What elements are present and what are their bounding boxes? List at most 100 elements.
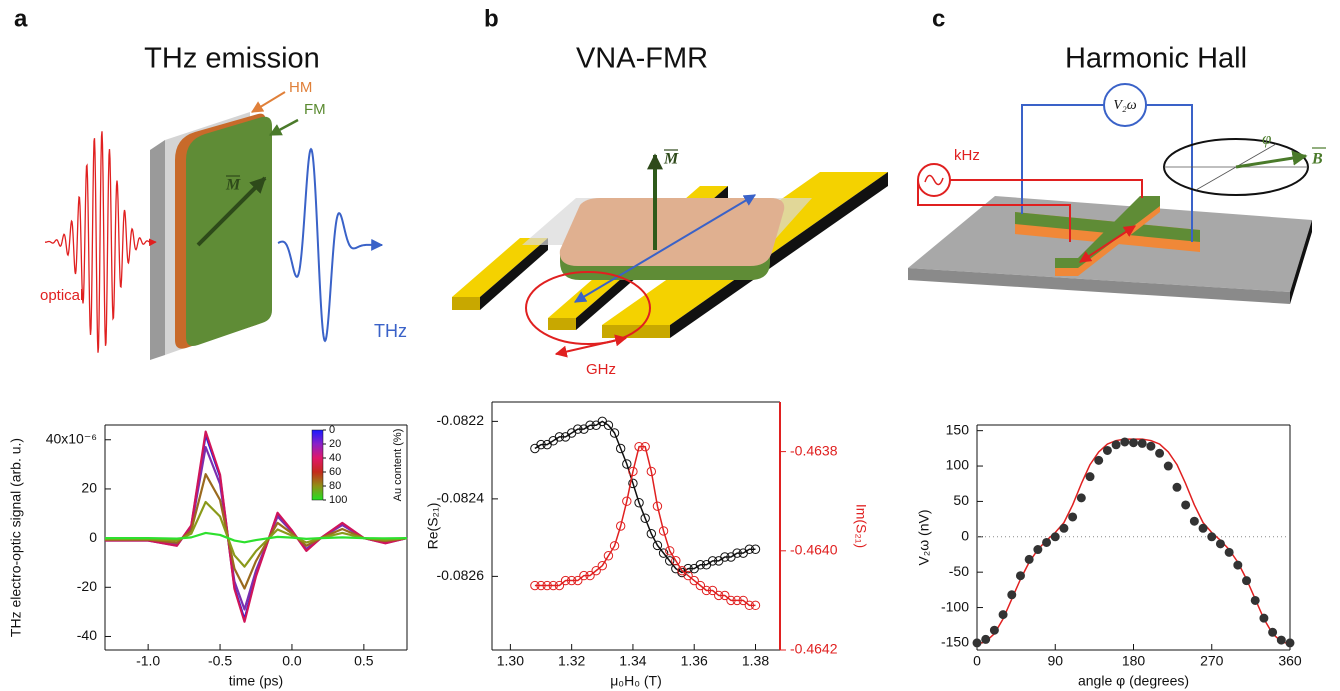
x-tick-label: 1.34: [619, 653, 646, 669]
diagram-label: φ: [1262, 129, 1271, 148]
x-tick-label: 270: [1200, 653, 1224, 669]
data-point: [683, 563, 693, 574]
data-point: [579, 570, 589, 581]
data-point: [634, 441, 644, 452]
data-point: [1033, 545, 1043, 555]
y2-tick-label: -0.4640: [790, 542, 838, 558]
data-point: [744, 544, 755, 554]
series-line: [534, 445, 756, 607]
y-tick-label: -100: [941, 598, 969, 614]
colorbar-tick-label: 40: [329, 452, 341, 464]
colorbar-tick-label: 0: [329, 424, 335, 436]
series-line: [105, 430, 408, 623]
data-point: [998, 610, 1008, 620]
diagram-label: GHz: [586, 361, 616, 378]
label-arrow: [250, 91, 286, 113]
magnetization-arrow: [196, 176, 267, 247]
data-point: [750, 600, 761, 611]
data-point: [1285, 638, 1295, 648]
series-line: [105, 531, 408, 544]
data-point: [573, 424, 583, 434]
y-tick-label: -0.0822: [437, 412, 485, 428]
panel-letter: c: [932, 5, 945, 32]
panel-title: THz emission: [144, 43, 320, 75]
x-tick-label: 1.36: [681, 653, 708, 669]
colorbar-tick-label: 60: [329, 466, 341, 478]
data-point: [1146, 441, 1156, 451]
data-point: [1007, 590, 1017, 600]
panel-title: Harmonic Hall: [1065, 43, 1247, 75]
substrate-side: [1290, 220, 1312, 304]
y-axis-label: Re(S₂₁): [425, 503, 441, 550]
rf-arrow: [554, 334, 628, 358]
data-point: [689, 575, 699, 586]
y-tick-label: 20: [81, 480, 97, 496]
current-arrow: [1078, 225, 1137, 263]
x-tick-label: -1.0: [136, 653, 160, 669]
series-line: [976, 438, 1291, 646]
y-tick-label: -50: [949, 563, 969, 579]
x-tick-label: 360: [1278, 653, 1302, 669]
data-point: [732, 548, 742, 558]
x-tick-label: 180: [1122, 653, 1146, 669]
diagram-label: optical: [40, 287, 83, 304]
electrode-side: [480, 238, 548, 310]
y-tick-label: -150: [941, 634, 969, 650]
x-axis-label: time (ps): [229, 673, 283, 689]
colorbar-tick-label: 80: [329, 480, 341, 492]
series-line: [105, 473, 408, 590]
x-tick-label: 0.0: [282, 653, 302, 669]
y-tick-label: -0.0824: [437, 490, 485, 506]
series-line: [534, 420, 756, 574]
data-point: [554, 432, 565, 442]
y-tick-label: -40: [77, 627, 97, 643]
data-point: [1015, 571, 1025, 581]
data-point: [1268, 627, 1278, 637]
x-tick-label: 1.38: [742, 653, 769, 669]
data-point: [634, 498, 644, 508]
y2-tick-label: -0.4638: [790, 442, 838, 458]
data-point: [1172, 482, 1182, 492]
series-line: [105, 500, 408, 568]
x-tick-label: -0.5: [208, 653, 232, 669]
y-tick-label: -20: [77, 578, 97, 594]
data-point: [542, 580, 552, 591]
diagram-label: THz: [374, 321, 407, 341]
data-point: [1155, 448, 1165, 458]
data-point: [732, 595, 742, 606]
data-point: [1094, 455, 1104, 465]
y-tick-label: -0.0826: [437, 567, 485, 583]
data-point: [714, 590, 724, 601]
data-point: [622, 496, 632, 506]
y-tick-label: 100: [946, 457, 970, 473]
panel-letter: b: [484, 5, 499, 32]
panel-letter: a: [14, 5, 28, 32]
x-tick-label: 90: [1047, 653, 1063, 669]
y-tick-label: 50: [953, 492, 969, 508]
data-point: [548, 580, 558, 591]
diagram-label: kHz: [954, 147, 980, 164]
data-point: [1207, 532, 1217, 542]
y-tick-label: 150: [946, 421, 970, 437]
data-point: [1059, 523, 1069, 533]
data-point: [1276, 635, 1286, 645]
x-axis-label: μ₀H₀ (T): [610, 673, 662, 689]
x-tick-label: 0: [973, 653, 981, 669]
data-point: [603, 420, 614, 430]
data-point: [1050, 532, 1060, 542]
data-point: [1163, 461, 1173, 471]
colorbar-tick-label: 20: [329, 438, 341, 450]
data-point: [1198, 523, 1208, 533]
colorbar-tick-label: 100: [329, 494, 347, 506]
data-point: [640, 513, 650, 523]
diagram-label: HM: [289, 79, 312, 96]
colorbar: [311, 429, 324, 501]
diagram-label: M: [225, 177, 241, 194]
series-line: [105, 433, 408, 621]
data-point: [585, 570, 595, 581]
diagram-label: B: [1311, 151, 1323, 168]
data-point: [1120, 437, 1130, 447]
current-wire: [917, 179, 1143, 242]
data-point: [1024, 554, 1034, 564]
